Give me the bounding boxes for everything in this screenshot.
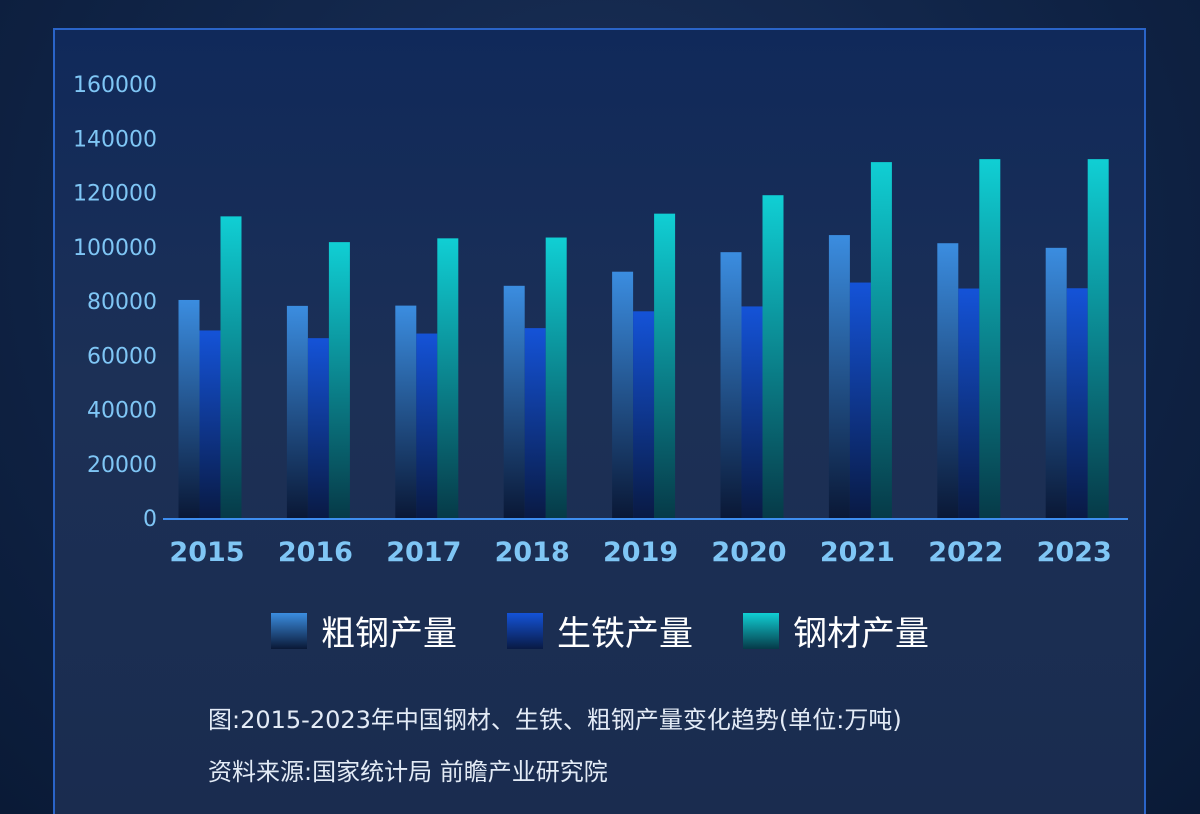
- chart-caption: 图:2015-2023年中国钢材、生铁、粗钢产量变化趋势(单位:万吨): [208, 706, 902, 734]
- legend-item: 粗钢产量: [271, 606, 457, 655]
- legend-swatch: [271, 612, 307, 649]
- y-tick-label: 80000: [87, 290, 157, 315]
- bar: [437, 238, 459, 518]
- bar: [1066, 288, 1088, 518]
- x-tick-label: 2018: [495, 537, 570, 568]
- legend-swatch: [743, 612, 779, 649]
- bar: [503, 285, 525, 518]
- bar: [220, 216, 242, 518]
- x-tick-label: 2020: [711, 537, 786, 568]
- x-tick-label: 2017: [386, 537, 461, 568]
- x-tick-label: 2021: [820, 537, 895, 568]
- bar: [937, 243, 959, 518]
- y-tick-label: 20000: [87, 453, 157, 478]
- legend-label: 钢材产量: [793, 614, 929, 654]
- bar-chart: 0 20000 40000 60000 80000 100000 120000 140000 1…: [73, 73, 1128, 568]
- bar: [1087, 159, 1109, 519]
- bar: [395, 305, 417, 518]
- bar: [307, 338, 329, 518]
- x-tick-label: 2016: [278, 537, 353, 568]
- bar: [199, 330, 221, 518]
- legend: 粗钢产量 生铁产量 钢材产量: [0, 606, 1200, 655]
- bar: [720, 252, 742, 519]
- bar: [849, 282, 871, 518]
- y-tick-label: 100000: [73, 236, 157, 261]
- bar: [416, 333, 438, 518]
- bar: [762, 195, 784, 518]
- y-tick-label: 60000: [87, 344, 157, 369]
- legend-label: 生铁产量: [557, 614, 693, 654]
- bars: [178, 159, 1109, 519]
- bar: [633, 311, 655, 518]
- y-axis: 0 20000 40000 60000 80000 100000 120000 140000 1…: [73, 73, 157, 532]
- bar: [870, 162, 892, 518]
- bar: [958, 288, 980, 518]
- data-source: 资料来源:国家统计局 前瞻产业研究院: [208, 758, 608, 786]
- x-tick-label: 2019: [603, 537, 678, 568]
- y-tick-label: 40000: [87, 399, 157, 424]
- legend-label: 粗钢产量: [321, 614, 457, 654]
- x-tick-label: 2022: [928, 537, 1003, 568]
- bar: [328, 242, 350, 519]
- y-tick-label: 120000: [73, 182, 157, 207]
- x-tick-label: 2015: [169, 537, 244, 568]
- bar: [524, 328, 546, 518]
- bar: [286, 305, 308, 518]
- legend-item: 钢材产量: [743, 606, 929, 655]
- bar: [654, 213, 676, 518]
- bar: [1045, 247, 1067, 518]
- bar: [741, 306, 763, 518]
- x-tick-label: 2023: [1037, 537, 1112, 568]
- bar: [612, 271, 634, 518]
- y-tick-label: 140000: [73, 127, 157, 152]
- x-axis: 2015 2016 2017 2018 2019 2020 2021 2022 2023: [169, 537, 1111, 568]
- y-tick-label: 0: [143, 507, 157, 532]
- legend-item: 生铁产量: [507, 606, 693, 655]
- bar: [979, 159, 1001, 519]
- legend-swatch: [507, 612, 543, 649]
- y-tick-label: 160000: [73, 73, 157, 98]
- bar: [545, 237, 567, 518]
- bar: [178, 299, 200, 518]
- bar: [828, 235, 850, 518]
